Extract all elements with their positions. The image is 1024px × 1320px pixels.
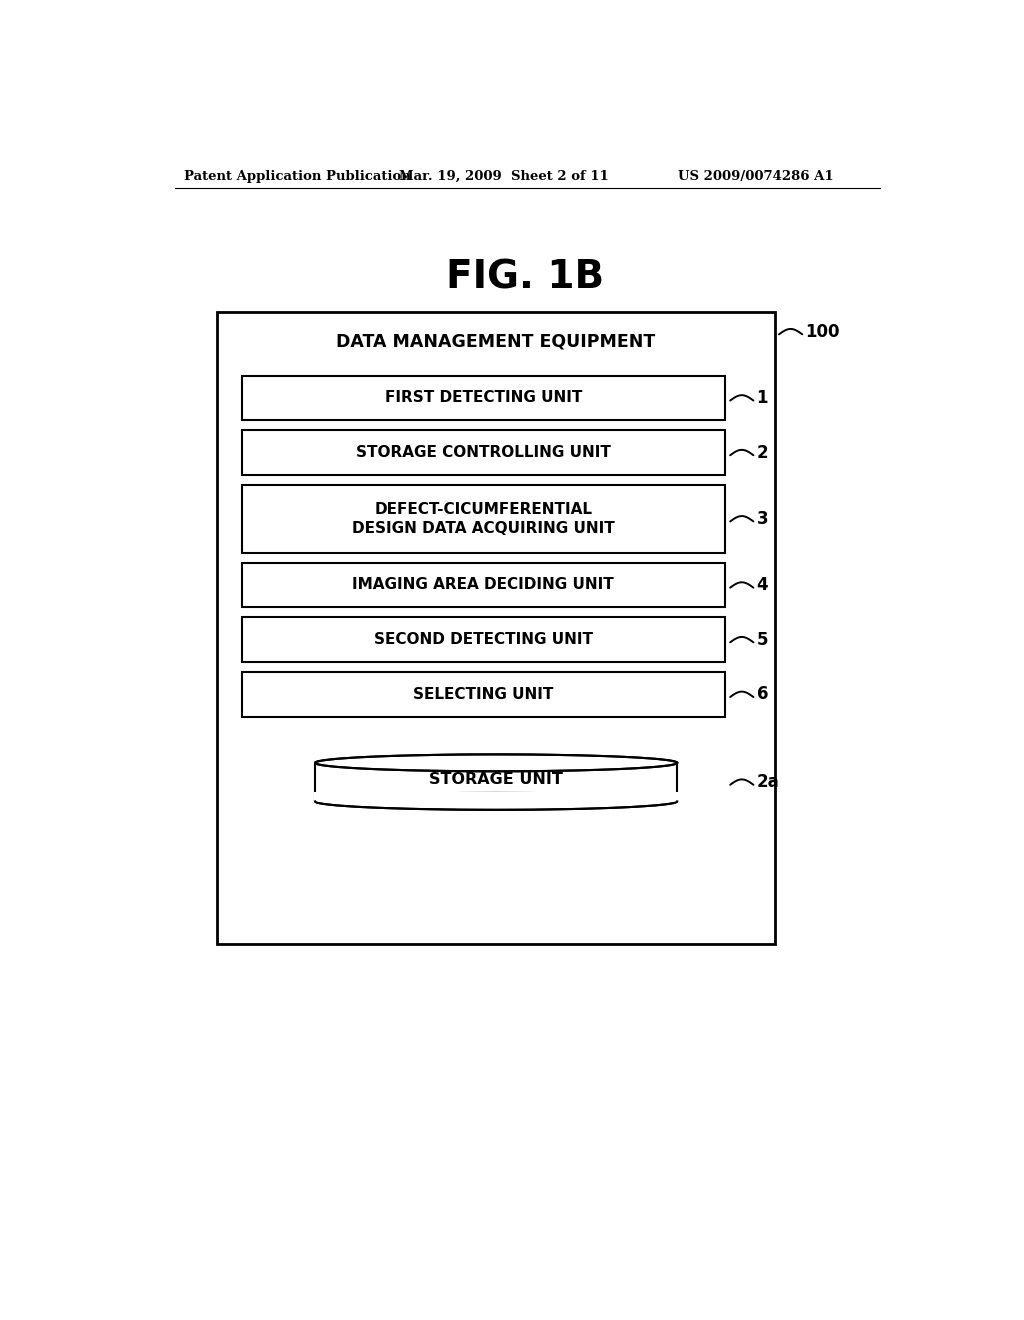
Text: 4: 4 (757, 576, 768, 594)
Text: US 2009/0074286 A1: US 2009/0074286 A1 (678, 170, 834, 183)
Bar (242, 376, 725, 420)
Bar (217, 313, 775, 944)
Text: 100: 100 (805, 322, 840, 341)
Text: 1: 1 (757, 389, 768, 407)
Text: IMAGING AREA DECIDING UNIT: IMAGING AREA DECIDING UNIT (352, 577, 614, 593)
Text: 6: 6 (757, 685, 768, 704)
Text: 5: 5 (757, 631, 768, 648)
Text: Mar. 19, 2009  Sheet 2 of 11: Mar. 19, 2009 Sheet 2 of 11 (399, 170, 609, 183)
Bar (242, 672, 725, 717)
Bar (242, 430, 725, 475)
Ellipse shape (315, 793, 677, 810)
Text: DEFECT-CICUMFERENTIAL
DESIGN DATA ACQUIRING UNIT: DEFECT-CICUMFERENTIAL DESIGN DATA ACQUIR… (352, 502, 614, 536)
Text: STORAGE CONTROLLING UNIT: STORAGE CONTROLLING UNIT (356, 445, 610, 461)
Text: SELECTING UNIT: SELECTING UNIT (413, 686, 554, 702)
Text: DATA MANAGEMENT EQUIPMENT: DATA MANAGEMENT EQUIPMENT (337, 333, 655, 351)
Bar (242, 484, 725, 553)
Text: 2a: 2a (757, 774, 779, 791)
Text: 3: 3 (757, 510, 768, 528)
Text: FIG. 1B: FIG. 1B (445, 259, 604, 297)
Bar (242, 562, 725, 607)
Bar (242, 618, 725, 663)
Text: Patent Application Publication: Patent Application Publication (183, 170, 411, 183)
Text: 2: 2 (757, 444, 768, 462)
Bar (313, 792, 679, 803)
Text: SECOND DETECTING UNIT: SECOND DETECTING UNIT (374, 632, 593, 647)
Text: FIRST DETECTING UNIT: FIRST DETECTING UNIT (385, 391, 582, 405)
Text: STORAGE UNIT: STORAGE UNIT (429, 771, 563, 787)
Ellipse shape (315, 755, 677, 771)
